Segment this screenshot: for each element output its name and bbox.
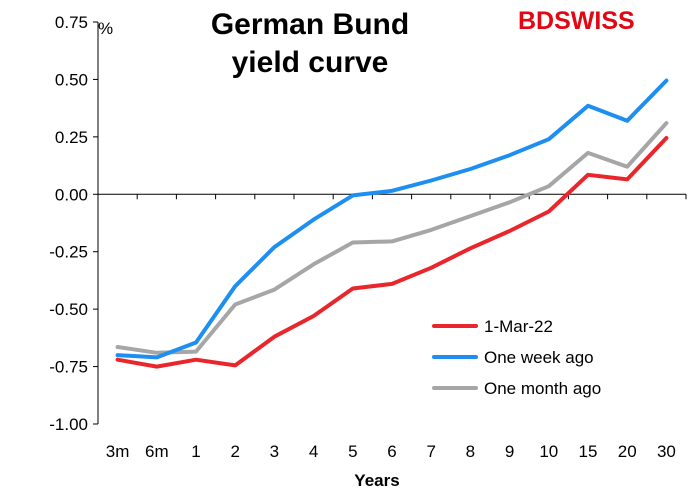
legend-label: One month ago [484, 379, 601, 398]
y-tick-label: 0.25 [55, 128, 88, 147]
series-layer [115, 78, 669, 369]
x-tick-label: 2 [230, 442, 239, 461]
series-line-1 [115, 78, 669, 360]
series-line-2 [115, 121, 669, 355]
y-tick-label: 0.50 [55, 70, 88, 89]
y-tick-label: 0.00 [55, 185, 88, 204]
x-tick-label: 6 [387, 442, 396, 461]
x-tick-label: 4 [309, 442, 318, 461]
y-tick-label: 0.75 [55, 13, 88, 32]
y-tick-label: -0.75 [49, 358, 88, 377]
axes: 0.75 0.50 0.25 0.00 -0.25 -0.50 -0.75 -1.00 3m 6m… [49, 13, 687, 461]
legend-label: 1-Mar-22 [484, 317, 553, 336]
chart-title: German Bund yield curve [190, 6, 430, 82]
chart-title-line-2: yield curve [231, 46, 389, 79]
x-tick-label: 5 [348, 442, 357, 461]
brand-logo: BDSWISS [518, 6, 635, 36]
x-tick-label: 1 [191, 442, 200, 461]
brand-logo-text: BDSWISS [518, 7, 635, 35]
x-tick-label: 20 [618, 442, 637, 461]
x-tick-label: 3 [270, 442, 279, 461]
x-tick-label: 15 [579, 442, 598, 461]
x-tick-label: 7 [426, 442, 435, 461]
x-tick-label: 10 [539, 442, 558, 461]
x-tick-label: 3m [106, 442, 130, 461]
x-tick-label: 30 [657, 442, 676, 461]
y-tick-label: -1.00 [49, 415, 88, 434]
series-line-0 [115, 136, 669, 369]
x-axis-title: Years [354, 471, 399, 490]
legend-label: One week ago [484, 348, 594, 367]
x-tick-label: 6m [145, 442, 169, 461]
x-tick-label: 8 [466, 442, 475, 461]
y-axis-unit-label: % [98, 19, 113, 38]
chart-title-line-1: German Bund [210, 8, 410, 41]
y-tick-label: -0.25 [49, 243, 88, 262]
x-tick-label: 9 [505, 442, 514, 461]
y-tick-label: -0.50 [49, 300, 88, 319]
legend: 1-Mar-22 One week ago One month ago [432, 317, 601, 398]
